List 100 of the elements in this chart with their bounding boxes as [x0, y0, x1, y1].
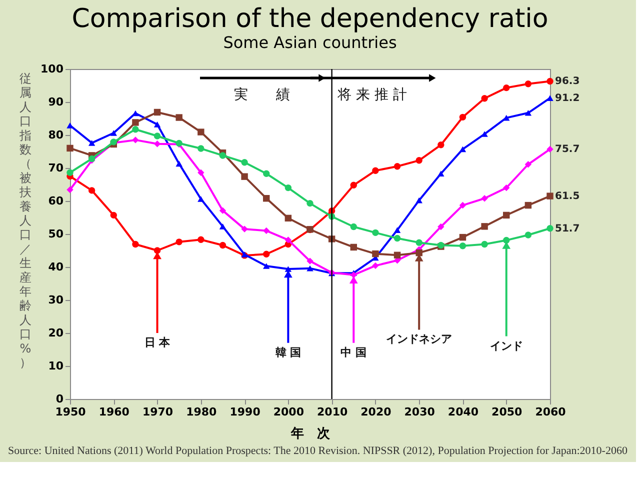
point: [306, 265, 314, 272]
point: [219, 224, 226, 230]
annotation: 実 績: [234, 87, 290, 103]
point: [416, 157, 422, 164]
chart-subtitle: Some Asian countries: [223, 33, 397, 52]
point: [241, 173, 248, 180]
x-axis-title: 年 次: [290, 426, 331, 442]
point: [394, 252, 401, 258]
data-label: 51.7: [555, 223, 580, 234]
point: [176, 114, 182, 121]
point: [66, 144, 74, 152]
point: [481, 223, 488, 230]
point: [416, 197, 422, 204]
point: [263, 227, 270, 234]
point: [459, 242, 466, 250]
point: [132, 126, 139, 133]
point: [306, 258, 314, 264]
y-tick-label: 60: [48, 194, 64, 208]
point: [524, 202, 532, 209]
point: [438, 223, 444, 230]
point: [241, 226, 248, 232]
point: [66, 169, 74, 176]
x-tick-label: 1960: [98, 406, 130, 418]
point: [438, 142, 444, 148]
point: [394, 227, 401, 233]
text: インドネシア: [386, 332, 452, 346]
point: [524, 232, 532, 238]
x-tick-label: 1980: [186, 406, 218, 418]
point: [198, 236, 204, 243]
point: [306, 200, 314, 207]
point: [350, 223, 357, 230]
point: [110, 130, 117, 136]
x-tick-label: 2000: [273, 406, 304, 418]
text: 中 国: [340, 346, 367, 359]
point: [263, 250, 270, 258]
point: [546, 146, 554, 153]
point: [176, 238, 182, 246]
point: [524, 110, 532, 116]
x-tick-label: 1950: [55, 406, 86, 418]
point: [503, 114, 510, 121]
point: [263, 170, 270, 177]
point: [481, 240, 488, 248]
point: [546, 192, 554, 200]
data-label: 75.7: [555, 144, 580, 156]
point: [503, 84, 510, 92]
point: [132, 110, 139, 116]
point: [110, 212, 117, 219]
point: [154, 132, 161, 140]
point: [219, 152, 226, 159]
point: [284, 184, 292, 192]
point: [394, 163, 401, 170]
point: [350, 182, 357, 189]
point: [219, 207, 226, 214]
x-tick-label: 2040: [448, 406, 479, 418]
point: [198, 169, 204, 176]
point: [416, 239, 422, 246]
y-tick-label: 50: [48, 228, 64, 240]
point: [198, 128, 204, 136]
point: [481, 195, 488, 202]
x-tick-label: 2010: [317, 406, 348, 418]
point: [372, 250, 379, 258]
point: [546, 78, 554, 85]
point: [263, 263, 270, 269]
point: [198, 196, 204, 202]
point: [503, 212, 510, 219]
point: [372, 229, 379, 236]
point: [132, 240, 139, 248]
point: [524, 161, 532, 168]
point: [481, 95, 488, 102]
point: [394, 234, 401, 242]
point: [284, 214, 292, 222]
y-tick-label: 80: [48, 128, 64, 142]
x-tick-label: 2020: [360, 406, 392, 418]
text: 韓 国: [275, 346, 302, 359]
point: [372, 167, 379, 174]
x-tick-label: 2030: [404, 406, 436, 418]
annotation: 将 来 推 計: [336, 87, 408, 103]
point: [438, 170, 444, 177]
point: [394, 257, 401, 264]
x-tick-label: 2060: [535, 406, 566, 418]
y-tick-label: 30: [48, 294, 64, 306]
text: 従属人口指数（被扶養人口／生産年齢人口 %）: [20, 72, 32, 370]
point: [284, 236, 292, 244]
y-tick-label: 70: [48, 162, 64, 174]
y-tick-label: 90: [48, 96, 64, 108]
point: [459, 202, 466, 209]
y-tick-label: 40: [48, 260, 64, 274]
point: [459, 114, 466, 121]
data-label: 96.3: [555, 76, 580, 88]
point: [132, 136, 139, 144]
point: [503, 184, 510, 192]
point: [154, 140, 161, 148]
x-tick-label: 1990: [230, 406, 261, 418]
point: [459, 234, 466, 241]
point: [219, 242, 226, 249]
point: [481, 131, 488, 137]
point: [198, 145, 204, 152]
chart-title: Comparison of the dependency ratio: [72, 4, 548, 34]
point: [350, 244, 357, 251]
point: [88, 187, 96, 194]
